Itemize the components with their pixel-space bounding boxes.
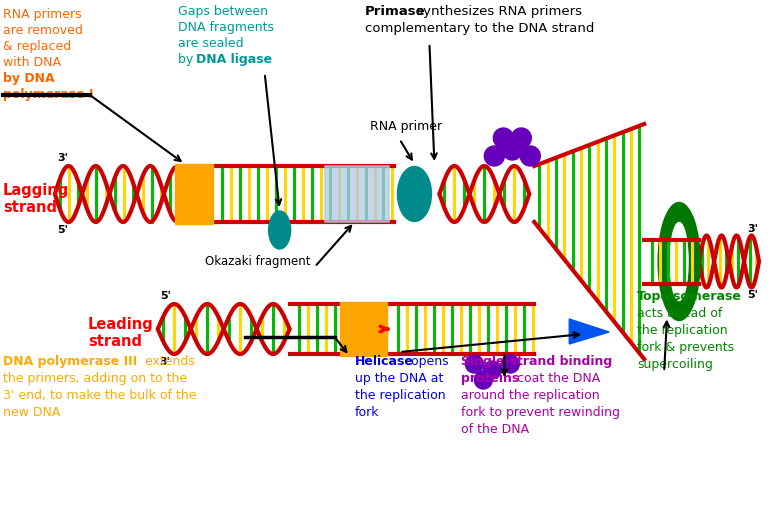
- Bar: [174, 165, 213, 224]
- Text: by: by: [178, 53, 197, 66]
- Text: DNA polymerase III: DNA polymerase III: [3, 354, 137, 367]
- Text: extends: extends: [141, 354, 195, 367]
- Circle shape: [466, 355, 483, 373]
- Text: Okazaki fragment: Okazaki fragment: [205, 254, 310, 267]
- Ellipse shape: [269, 212, 290, 249]
- Text: opens: opens: [408, 354, 449, 367]
- Text: coat the DNA: coat the DNA: [513, 371, 601, 384]
- Bar: [340, 302, 388, 356]
- Text: DNA ligase: DNA ligase: [196, 53, 272, 66]
- Circle shape: [483, 361, 501, 379]
- Text: synthesizes RNA primers: synthesizes RNA primers: [412, 5, 582, 18]
- Text: strand: strand: [88, 334, 142, 349]
- Text: proteins: proteins: [462, 371, 520, 384]
- Circle shape: [484, 147, 504, 166]
- Text: of the DNA: of the DNA: [462, 422, 530, 435]
- Text: new DNA: new DNA: [3, 405, 60, 418]
- Text: 5': 5': [160, 291, 171, 300]
- Text: RNA primers: RNA primers: [3, 8, 82, 21]
- Circle shape: [493, 129, 513, 149]
- Text: fork to prevent rewinding: fork to prevent rewinding: [462, 405, 621, 418]
- Text: Topoisomerase: Topoisomerase: [637, 290, 742, 302]
- Text: polymerase I: polymerase I: [3, 88, 93, 101]
- Text: the replication: the replication: [354, 388, 445, 401]
- Circle shape: [511, 129, 531, 149]
- Ellipse shape: [670, 223, 688, 301]
- Text: strand: strand: [3, 199, 57, 214]
- Text: Primase: Primase: [364, 5, 425, 18]
- Text: & replaced: & replaced: [3, 40, 71, 53]
- Text: around the replication: around the replication: [462, 388, 600, 401]
- Text: 3' end, to make the bulk of the: 3' end, to make the bulk of the: [3, 388, 197, 401]
- Text: Gaps between: Gaps between: [178, 5, 268, 18]
- Circle shape: [520, 147, 540, 166]
- Text: Single-strand binding: Single-strand binding: [462, 354, 613, 367]
- Text: fork & prevents: fork & prevents: [637, 341, 734, 353]
- Text: 3': 3': [160, 356, 171, 366]
- Text: 3': 3': [747, 224, 758, 234]
- Text: DNA fragments: DNA fragments: [178, 21, 274, 34]
- Text: 5': 5': [747, 290, 758, 300]
- Text: up the DNA at: up the DNA at: [354, 371, 443, 384]
- Text: are removed: are removed: [3, 24, 83, 37]
- Text: complementary to the DNA strand: complementary to the DNA strand: [364, 22, 594, 35]
- Polygon shape: [569, 319, 609, 344]
- Ellipse shape: [658, 203, 700, 321]
- Ellipse shape: [398, 167, 432, 222]
- Text: the replication: the replication: [637, 323, 728, 336]
- Circle shape: [501, 355, 520, 373]
- Text: acts ahead of: acts ahead of: [637, 306, 723, 319]
- Circle shape: [503, 140, 523, 161]
- Text: by DNA: by DNA: [3, 72, 55, 85]
- Text: fork: fork: [354, 405, 379, 418]
- Text: Helicase: Helicase: [354, 354, 413, 367]
- Text: RNA primer: RNA primer: [370, 120, 442, 133]
- Text: 3': 3': [57, 153, 68, 163]
- Circle shape: [474, 371, 493, 389]
- Text: with DNA: with DNA: [3, 56, 61, 69]
- Text: 5': 5': [57, 224, 68, 235]
- Text: are sealed: are sealed: [178, 37, 243, 50]
- Text: supercoiling: supercoiling: [637, 357, 713, 370]
- Text: Lagging: Lagging: [3, 182, 69, 197]
- Bar: [324, 166, 390, 222]
- Text: the primers, adding on to the: the primers, adding on to the: [3, 371, 187, 384]
- Text: Leading: Leading: [88, 317, 154, 332]
